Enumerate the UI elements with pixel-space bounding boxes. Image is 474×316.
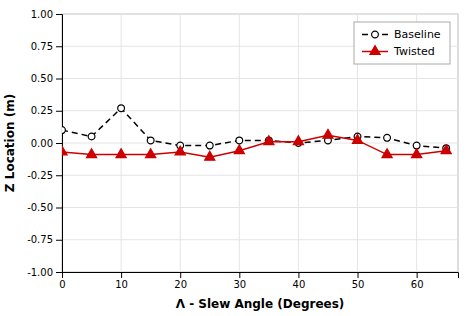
series-marker (293, 136, 303, 145)
series-marker (118, 105, 125, 112)
y-axis-tick: -0.50 (27, 202, 62, 213)
y-axis-tick-label: -0.50 (27, 202, 53, 213)
x-axis-tick-mark (121, 272, 122, 278)
y-axis-tick: 1.00 (31, 9, 62, 20)
x-axis-tick-label: 0 (59, 279, 65, 290)
series-marker (116, 149, 126, 158)
x-axis-tick: 0 (59, 272, 65, 290)
x-axis-tick: 20 (174, 272, 187, 290)
x-axis-tick: 60 (411, 272, 424, 290)
grid-line (62, 78, 458, 79)
y-axis-tick: 0.00 (31, 138, 62, 149)
series-marker (146, 149, 156, 158)
y-axis-title: Z Location (m) (3, 94, 17, 192)
y-axis-tick: 0.75 (31, 41, 62, 52)
y-axis-tick-label: 0.50 (31, 73, 53, 84)
x-axis-tick: 50 (352, 272, 365, 290)
x-axis-tick: 10 (115, 272, 128, 290)
y-axis-tick-label: -0.75 (27, 234, 53, 245)
y-axis-tick-mark (56, 14, 62, 15)
series-marker (384, 134, 391, 141)
series-marker (88, 133, 95, 140)
plot: 0 10 20 30 40 50 60 -1.00 -0.75 -0.50 -0.25 0.00 0.2… (27, 9, 458, 290)
y-axis: -1.00 -0.75 -0.50 -0.25 0.00 0.25 0.50 0.75 1.00 (27, 9, 62, 278)
y-axis-tick-mark (56, 208, 62, 209)
series-marker (264, 136, 274, 145)
y-axis-tick: -1.00 (27, 267, 62, 278)
y-axis-tick-mark (56, 175, 62, 176)
series-marker (352, 135, 362, 144)
series-marker (175, 146, 185, 155)
y-axis-tick-mark (56, 272, 62, 273)
x-axis-tick-mark (239, 272, 240, 278)
x-axis-tick-mark (417, 272, 418, 278)
chart: 0 10 20 30 40 50 60 -1.00 -0.75 -0.50 -0.25 0.00 0.2… (0, 0, 474, 316)
series-marker (382, 149, 392, 158)
x-axis-tick-label: 50 (352, 279, 365, 290)
grid-line (62, 14, 458, 15)
series-marker (86, 149, 96, 158)
y-axis-tick-label: 0.75 (31, 41, 53, 52)
legend-marker (370, 46, 380, 55)
series-marker (62, 146, 67, 155)
y-axis-tick-label: 0.00 (31, 138, 53, 149)
legend: Baseline Twisted (354, 22, 450, 64)
series-marker (234, 145, 244, 154)
x-axis-tick-label: 10 (115, 279, 128, 290)
x-axis: 0 10 20 30 40 50 60 (59, 272, 458, 290)
series-line (62, 108, 446, 148)
y-axis-tick: 0.25 (31, 105, 62, 116)
x-axis-tick-label: 40 (293, 279, 306, 290)
legend-label: Twisted (393, 45, 435, 58)
x-axis-tick-label: 60 (411, 279, 424, 290)
x-axis-tick-mark (298, 272, 299, 278)
grid-line (62, 143, 458, 144)
series-marker (206, 142, 213, 149)
x-axis-tick: 30 (233, 272, 246, 290)
y-axis-tick-label: 1.00 (31, 9, 53, 20)
y-axis-tick-mark (56, 79, 62, 80)
series-marker (62, 127, 65, 134)
y-axis-tick-label: -0.25 (27, 170, 53, 181)
plot-frame (62, 14, 458, 272)
series-marker (205, 151, 215, 160)
series-marker (441, 145, 451, 154)
x-axis-title: Λ - Slew Angle (Degrees) (176, 297, 345, 311)
y-axis-tick-mark (56, 111, 62, 112)
y-axis-tick: 0.50 (31, 73, 62, 84)
series-marker (412, 149, 422, 158)
legend-box (354, 22, 450, 64)
x-axis-tick: 40 (293, 272, 306, 290)
x-axis-tick-mark (180, 272, 181, 278)
x-axis-tick-label: 20 (174, 279, 187, 290)
grid-line (62, 207, 458, 208)
y-axis-tick: -0.75 (27, 234, 62, 245)
y-axis-tick: -0.25 (27, 170, 62, 181)
y-axis-line (56, 15, 63, 273)
y-axis-tick-mark (56, 240, 62, 241)
series-group (62, 105, 451, 160)
x-axis-tick-label: 30 (233, 279, 246, 290)
series-line (62, 135, 446, 157)
grid (62, 14, 458, 272)
x-axis-tick-mark (358, 272, 359, 278)
grid-line (62, 175, 458, 176)
legend-marker (372, 31, 379, 38)
y-axis-tick-mark (56, 46, 62, 47)
series-marker (147, 137, 154, 144)
legend-label: Baseline (394, 28, 441, 41)
x-axis-line (63, 273, 459, 279)
series-marker (236, 137, 243, 144)
y-axis-tick-label: 0.25 (31, 105, 53, 116)
y-axis-tick-label: -1.00 (27, 267, 53, 278)
grid-line (62, 239, 458, 240)
y-axis-tick-mark (56, 143, 62, 144)
series-marker (323, 129, 333, 138)
